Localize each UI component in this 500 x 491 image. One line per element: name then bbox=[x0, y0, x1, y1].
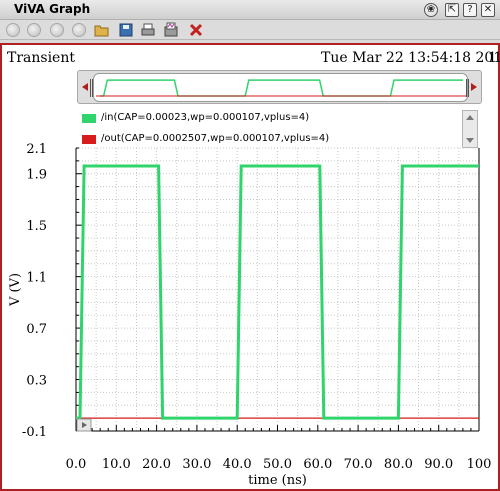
close-window-button[interactable]: ✕ bbox=[481, 3, 495, 17]
delete-x-icon[interactable] bbox=[188, 22, 204, 38]
y-tick-label: 0.3 bbox=[26, 374, 47, 389]
analysis-tab-label[interactable]: Transient bbox=[7, 50, 75, 66]
x-tick-label: 50.0 bbox=[263, 457, 292, 472]
y-axis-title: V (V) bbox=[8, 273, 23, 307]
series-line-in bbox=[76, 164, 479, 420]
x-tick-label: 100 bbox=[467, 457, 492, 472]
x-tick-label: 90.0 bbox=[424, 457, 453, 472]
window-titlebar: ViVA Graph ❀ ⇱ ? ✕ bbox=[0, 0, 500, 20]
restore-icon[interactable]: ⇱ bbox=[445, 3, 459, 17]
overview-window[interactable] bbox=[93, 73, 468, 102]
y-tick-label: -0.1 bbox=[22, 425, 47, 440]
grid bbox=[75, 147, 480, 432]
x-tick-label: 0.0 bbox=[66, 457, 87, 472]
tick-labels: 0.0 10.0 20.0 30.0 40.0 50.0 60.0 70.0 80.0 90.0 1… bbox=[22, 142, 491, 472]
help-icon[interactable]: ? bbox=[463, 3, 477, 17]
scroll-up-icon bbox=[466, 115, 474, 120]
y-tick-label: 0.7 bbox=[26, 322, 47, 337]
legend-label-out[interactable]: /out(CAP=0.0002507,wp=0.000107,vplus=4) bbox=[101, 133, 330, 144]
legend-swatch-in[interactable] bbox=[82, 114, 96, 123]
timestamp: Tue Mar 22 13:54:18 2016 bbox=[321, 50, 500, 66]
scroll-right-icon[interactable] bbox=[471, 83, 477, 91]
circle-icon[interactable] bbox=[50, 23, 64, 37]
subwindow-index: 1 bbox=[488, 50, 497, 66]
series-layer[interactable] bbox=[76, 164, 479, 420]
x-tick-label: 60.0 bbox=[303, 457, 332, 472]
overview-right-grip[interactable] bbox=[466, 79, 469, 97]
x-axis-title: time (ns) bbox=[248, 473, 307, 488]
overview-waveform bbox=[96, 79, 467, 97]
scroll-left-icon[interactable] bbox=[82, 83, 88, 91]
y-tick-label: 2.1 bbox=[26, 142, 47, 157]
axes bbox=[75, 147, 480, 432]
overview-strip[interactable] bbox=[77, 70, 482, 104]
corner-play-icon[interactable] bbox=[76, 418, 92, 432]
y-tick-label: 1.9 bbox=[26, 168, 47, 183]
print-icon[interactable] bbox=[140, 22, 156, 38]
print-waveform-icon[interactable] bbox=[163, 22, 179, 38]
scroll-down-icon bbox=[466, 138, 474, 143]
open-folder-icon[interactable] bbox=[94, 22, 110, 38]
x-tick-label: 20.0 bbox=[142, 457, 171, 472]
y-tick-label: 1.5 bbox=[26, 219, 47, 234]
circle-icon[interactable] bbox=[72, 23, 86, 37]
x-tick-label: 40.0 bbox=[223, 457, 252, 472]
circle-icon[interactable] bbox=[27, 23, 41, 37]
x-tick-label: 70.0 bbox=[344, 457, 373, 472]
x-tick-label: 80.0 bbox=[384, 457, 413, 472]
x-tick-label: 10.0 bbox=[102, 457, 131, 472]
x-tick-label: 30.0 bbox=[182, 457, 211, 472]
toolbar bbox=[0, 20, 500, 40]
window-menu-icon[interactable]: ❀ bbox=[424, 3, 438, 17]
circle-icon[interactable] bbox=[6, 23, 20, 37]
y-tick-label: 1.1 bbox=[26, 271, 47, 286]
legend-label-in[interactable]: /in(CAP=0.00023,wp=0.000107,vplus=4) bbox=[101, 112, 310, 123]
window-title: ViVA Graph bbox=[14, 2, 91, 16]
overview-left-grip[interactable] bbox=[90, 79, 93, 97]
legend-swatch-out[interactable] bbox=[82, 135, 96, 144]
save-icon[interactable] bbox=[118, 22, 134, 38]
